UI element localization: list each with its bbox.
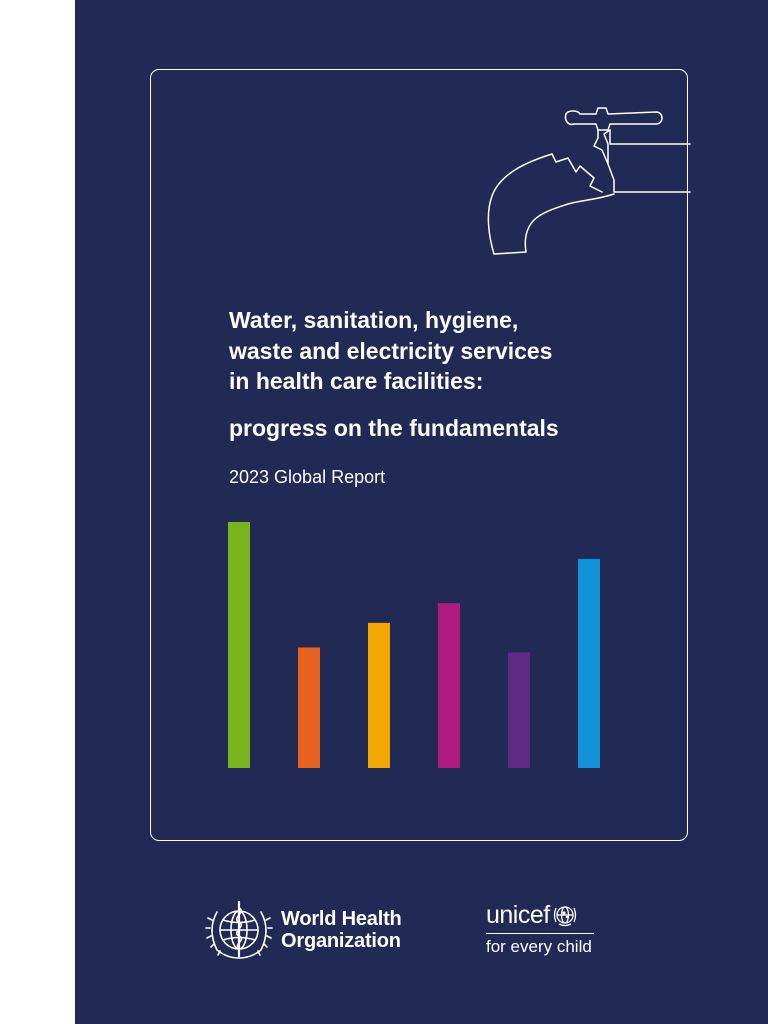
report-edition-label: 2023 Global Report [229,467,386,487]
decorative-bar-6 [578,558,600,768]
report-cover [75,0,768,1024]
decorative-bar-4 [438,603,460,768]
unicef-logo: unicef for every child [486,900,598,957]
report-title: Water, sanitation, hygiene, waste and el… [229,305,649,397]
who-name-line-1: World Health [281,908,402,930]
title-line-1: Water, sanitation, hygiene, [229,307,519,333]
water-tap-icon [487,107,691,255]
unicef-divider [486,933,594,934]
title-line-2: waste and electricity services [229,337,553,364]
who-name-line-2: Organization [281,930,401,952]
cover-frame [150,69,688,841]
unicef-wordmark: unicef [486,901,550,929]
report-subtitle: progress on the fundamentals [229,415,559,441]
who-logo: World Health Organization [203,898,402,962]
decorative-bar-1 [228,522,250,768]
decorative-bar-graphic [228,522,600,768]
unicef-globe-icon [553,906,576,927]
decorative-bar-3 [368,622,390,768]
who-emblem-icon [205,900,273,959]
title-line-3: in health care facilities: [229,368,484,394]
who-name: World Health Organization [281,908,402,952]
decorative-bar-5 [508,652,530,768]
decorative-bar-2 [298,647,320,768]
unicef-tagline: for every child [486,937,592,956]
